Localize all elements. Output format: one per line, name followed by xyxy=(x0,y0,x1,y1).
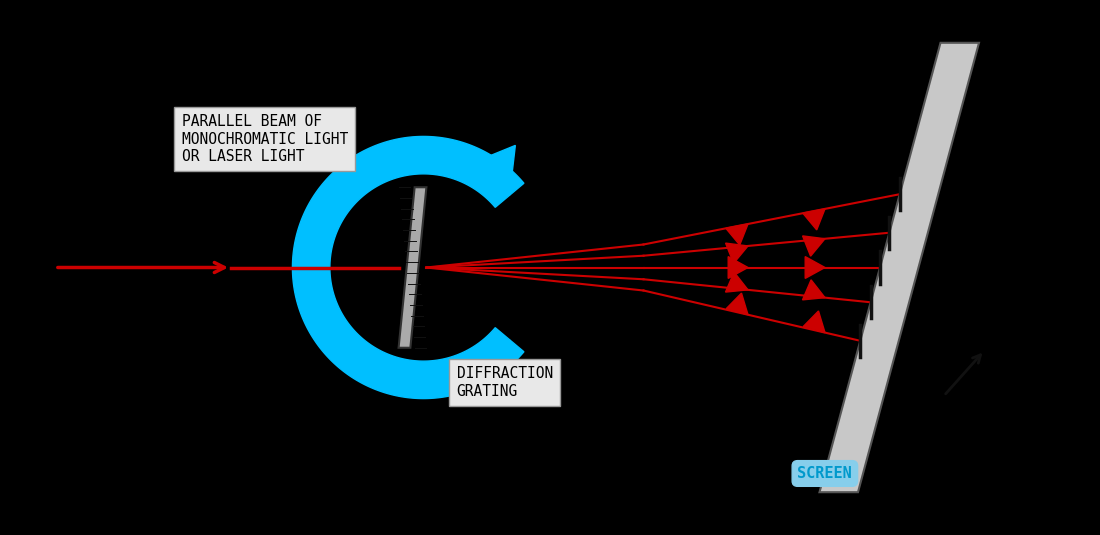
Polygon shape xyxy=(803,280,825,300)
Polygon shape xyxy=(471,340,515,389)
Polygon shape xyxy=(726,243,748,263)
Polygon shape xyxy=(820,43,979,492)
Polygon shape xyxy=(803,311,825,333)
Polygon shape xyxy=(726,293,748,315)
Text: PARALLEL BEAM OF
MONOCHROMATIC LIGHT
OR LASER LIGHT: PARALLEL BEAM OF MONOCHROMATIC LIGHT OR … xyxy=(182,114,348,164)
Text: SCREEN: SCREEN xyxy=(798,466,852,481)
Polygon shape xyxy=(803,209,825,230)
Polygon shape xyxy=(803,236,825,256)
Polygon shape xyxy=(726,224,748,245)
Text: DIFFRACTION
GRATING: DIFFRACTION GRATING xyxy=(456,366,552,399)
Polygon shape xyxy=(728,257,748,278)
Polygon shape xyxy=(398,187,427,348)
Polygon shape xyxy=(293,136,524,399)
Polygon shape xyxy=(805,257,825,278)
Polygon shape xyxy=(471,146,515,195)
Polygon shape xyxy=(726,272,748,292)
